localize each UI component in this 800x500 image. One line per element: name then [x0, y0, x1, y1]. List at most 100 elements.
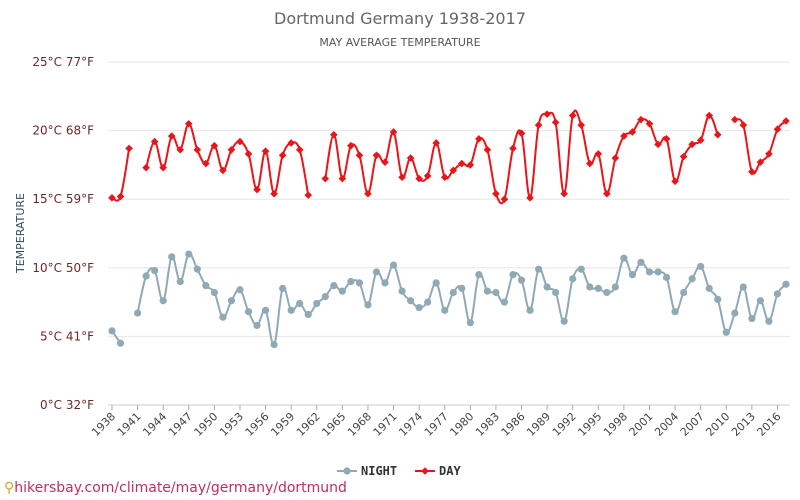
series-layer	[108, 109, 790, 349]
day-point	[637, 115, 645, 124]
night-point	[330, 282, 338, 290]
legend-day-marker	[421, 467, 429, 475]
day-point	[304, 191, 313, 199]
night-point	[142, 272, 150, 280]
day-point	[287, 139, 295, 147]
night-point	[236, 286, 244, 294]
day-point	[440, 173, 449, 182]
night-point	[355, 279, 364, 287]
x-tick-label: 1944	[140, 410, 169, 439]
night-point	[765, 317, 773, 325]
day-point	[432, 139, 441, 147]
night-point	[569, 275, 577, 283]
x-tick-label: 1965	[319, 410, 348, 439]
y-axis-ticks: 0°C 32°F 5°C 41°F 10°C 50°F 15°C 59°F 20°C 6…	[32, 55, 94, 412]
night-point	[176, 277, 184, 286]
day-point	[688, 140, 696, 149]
day-point	[662, 135, 671, 143]
day-point	[782, 117, 790, 125]
night-point	[441, 306, 449, 314]
night-point	[364, 301, 372, 309]
day-point	[159, 163, 167, 172]
night-point	[475, 271, 483, 279]
day-point	[731, 115, 739, 124]
day-point	[270, 189, 278, 198]
day-point	[398, 173, 406, 182]
night-point	[739, 283, 747, 291]
night-point	[731, 309, 739, 317]
day-point	[739, 121, 748, 129]
night-point	[313, 299, 321, 308]
day-point	[611, 154, 620, 162]
day-point	[261, 147, 270, 155]
night-point	[304, 310, 312, 319]
x-tick-label: 1992	[550, 410, 579, 439]
night-point	[526, 306, 534, 314]
night-point	[287, 306, 295, 314]
night-point	[697, 262, 705, 271]
night-point	[219, 313, 227, 321]
night-point	[321, 293, 329, 301]
night-point	[381, 279, 389, 287]
day-point	[543, 110, 551, 118]
day-point	[483, 146, 492, 154]
y-tick-label: 15°C 59°F	[32, 192, 94, 206]
y-tick-label: 25°C 77°F	[32, 55, 94, 69]
chart-subtitle: MAY AVERAGE TEMPERATURE	[319, 36, 480, 49]
day-point	[278, 151, 287, 160]
x-tick-label: 1989	[524, 410, 553, 439]
night-point	[338, 287, 346, 295]
day-point	[355, 151, 364, 160]
day-point	[381, 158, 389, 166]
x-tick-label: 1983	[473, 410, 502, 439]
night-point	[407, 297, 415, 305]
x-tick-label: 1962	[294, 410, 323, 439]
x-tick-label: 2001	[627, 410, 656, 439]
day-point	[756, 158, 765, 166]
night-point	[432, 279, 440, 287]
night-point	[133, 309, 142, 317]
y-axis-label: TEMPERATURE	[14, 193, 27, 274]
watermark[interactable]: ⚲hikersbay.com/climate/may/germany/dortm…	[4, 480, 347, 496]
legend-night-marker	[343, 467, 351, 475]
night-point	[347, 277, 355, 286]
x-tick-label: 1953	[217, 410, 246, 439]
x-tick-label: 1998	[601, 410, 630, 439]
day-point	[338, 174, 347, 183]
x-tick-label: 2004	[652, 410, 681, 439]
day-point	[577, 121, 586, 129]
night-point	[185, 250, 193, 258]
day-point	[492, 189, 500, 198]
night-point	[159, 297, 167, 305]
night-point	[594, 284, 602, 292]
night-point	[645, 268, 654, 276]
night-point	[509, 271, 517, 279]
night-point	[543, 283, 551, 291]
legend: NIGHT DAY	[337, 464, 461, 478]
day-point	[773, 125, 782, 134]
day-point	[423, 172, 432, 180]
day-point	[594, 150, 603, 158]
night-point	[227, 297, 236, 305]
day-point	[116, 192, 125, 201]
day-point	[679, 152, 688, 161]
x-tick-label: 2013	[729, 410, 758, 439]
night-point	[372, 268, 381, 276]
day-point	[696, 136, 705, 145]
x-tick-label: 1950	[192, 410, 221, 439]
day-point	[654, 140, 662, 149]
night-point	[628, 271, 637, 279]
x-axis-ticks: 1938194119441947195019531956195919621965…	[89, 405, 784, 439]
night-point	[398, 287, 406, 295]
day-point	[321, 174, 330, 183]
night-point	[748, 314, 756, 323]
night-point	[458, 284, 466, 292]
night-point	[500, 298, 509, 306]
night-point	[722, 328, 730, 336]
night-point	[654, 268, 662, 276]
night-point	[116, 339, 125, 347]
day-point	[227, 146, 236, 154]
night-point	[577, 265, 585, 273]
day-point	[585, 159, 594, 168]
